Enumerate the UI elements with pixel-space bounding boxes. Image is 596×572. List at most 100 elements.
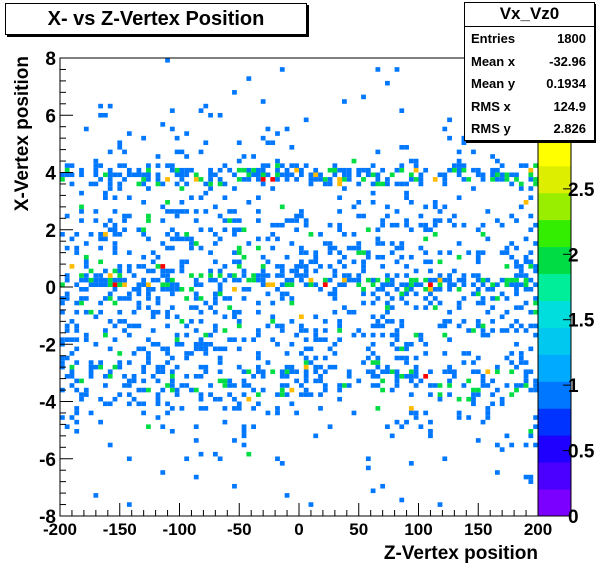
heatmap-cell xyxy=(74,250,80,255)
heatmap-cell xyxy=(514,328,519,333)
heatmap-cell xyxy=(428,300,433,306)
heatmap-cell xyxy=(380,222,386,228)
heatmap-cell xyxy=(313,337,319,342)
heatmap-cell xyxy=(308,259,314,265)
heatmap-cell xyxy=(169,209,175,214)
heatmap-cell xyxy=(342,99,347,104)
heatmap-cell xyxy=(203,364,209,370)
heatmap-cell xyxy=(212,451,218,457)
heatmap-cell xyxy=(385,282,390,287)
heatmap-cell xyxy=(265,410,271,416)
heatmap-cell xyxy=(313,332,319,338)
heatmap-cell xyxy=(466,177,472,182)
heatmap-cell xyxy=(212,204,218,210)
heatmap-cell xyxy=(480,222,486,228)
heatmap-cell xyxy=(112,268,118,274)
heatmap-cell xyxy=(184,323,190,329)
heatmap-cell xyxy=(255,218,261,223)
heatmap-cell xyxy=(122,149,127,155)
heatmap-cell xyxy=(509,277,515,283)
heatmap-cell xyxy=(265,163,271,168)
y-tick-label: 0 xyxy=(45,278,56,299)
heatmap-cell xyxy=(74,309,80,315)
heatmap-cell xyxy=(318,172,323,178)
heatmap-cell xyxy=(236,245,242,251)
heatmap-cell xyxy=(485,277,491,283)
heatmap-cell xyxy=(208,383,213,388)
heatmap-cell xyxy=(365,355,371,361)
heatmap-cell xyxy=(332,341,338,347)
heatmap-cell xyxy=(327,177,333,182)
heatmap-cell xyxy=(308,277,314,283)
heatmap-cell xyxy=(346,177,352,182)
heatmap-cell xyxy=(375,383,381,388)
heatmap-cell xyxy=(83,259,89,265)
heatmap-cell xyxy=(418,177,424,182)
heatmap-cell xyxy=(174,337,180,342)
heatmap-cell xyxy=(79,277,84,283)
heatmap-cell xyxy=(308,346,314,352)
heatmap-cell xyxy=(112,323,118,329)
heatmap-cell xyxy=(169,277,175,283)
heatmap-cell xyxy=(246,451,252,457)
heatmap-cell xyxy=(217,273,223,278)
heatmap-cell xyxy=(389,250,395,255)
heatmap-cell xyxy=(279,374,285,379)
y-tick-label: 4 xyxy=(45,164,56,185)
heatmap-cell xyxy=(394,328,400,333)
heatmap-cell xyxy=(413,291,419,297)
heatmap-cell xyxy=(79,296,84,301)
heatmap-cell xyxy=(499,401,505,407)
heatmap-cell xyxy=(404,360,409,365)
heatmap-cell xyxy=(528,428,534,434)
heatmap-cell xyxy=(380,282,386,287)
heatmap-cell xyxy=(437,273,443,278)
heatmap-cell xyxy=(160,369,166,375)
heatmap-cell xyxy=(294,167,299,173)
heatmap-cell xyxy=(270,140,276,146)
heatmap-cell xyxy=(74,323,80,329)
heatmap-cell xyxy=(217,355,223,361)
heatmap-cell xyxy=(361,291,366,297)
heatmap-cell xyxy=(308,172,314,178)
heatmap-cell xyxy=(408,199,414,205)
heatmap-cell xyxy=(284,369,290,375)
heatmap-cell xyxy=(251,154,256,159)
heatmap-cell xyxy=(265,236,271,242)
heatmap-cell xyxy=(217,346,223,352)
color-scale-segment xyxy=(538,462,571,490)
heatmap-cell xyxy=(184,232,190,237)
heatmap-cell xyxy=(528,250,534,255)
heatmap-cell xyxy=(165,314,170,320)
heatmap-cell xyxy=(232,227,237,233)
heatmap-cell xyxy=(399,323,405,329)
heatmap-cell xyxy=(169,287,175,292)
stats-meanx: Mean x -32.96 xyxy=(465,50,594,73)
stats-meanx-label: Mean x xyxy=(471,53,516,69)
heatmap-cell xyxy=(380,369,386,375)
heatmap-cell xyxy=(490,287,495,292)
heatmap-cell xyxy=(533,415,538,420)
heatmap-cell xyxy=(112,300,118,306)
heatmap-cell xyxy=(413,167,419,173)
heatmap-cell xyxy=(141,410,147,416)
heatmap-cell xyxy=(198,108,204,113)
heatmap-cell xyxy=(136,291,142,297)
heatmap-cell xyxy=(313,282,319,287)
heatmap-cell xyxy=(112,209,118,214)
heatmap-cell xyxy=(251,387,256,393)
heatmap-cell xyxy=(365,227,371,233)
heatmap-cell xyxy=(241,268,247,274)
heatmap-cell xyxy=(523,199,529,205)
heatmap-cell xyxy=(122,177,127,182)
heatmap-cell xyxy=(451,222,457,228)
heatmap-cell xyxy=(222,227,228,233)
heatmap-cell xyxy=(246,277,252,283)
heatmap-cell xyxy=(514,341,519,347)
heatmap-cell xyxy=(408,392,414,397)
heatmap-cell xyxy=(442,204,448,210)
heatmap-cell xyxy=(442,181,448,187)
heatmap-cell xyxy=(236,364,242,370)
heatmap-cell xyxy=(447,167,452,173)
z-tick-label: 2.5 xyxy=(568,180,595,201)
